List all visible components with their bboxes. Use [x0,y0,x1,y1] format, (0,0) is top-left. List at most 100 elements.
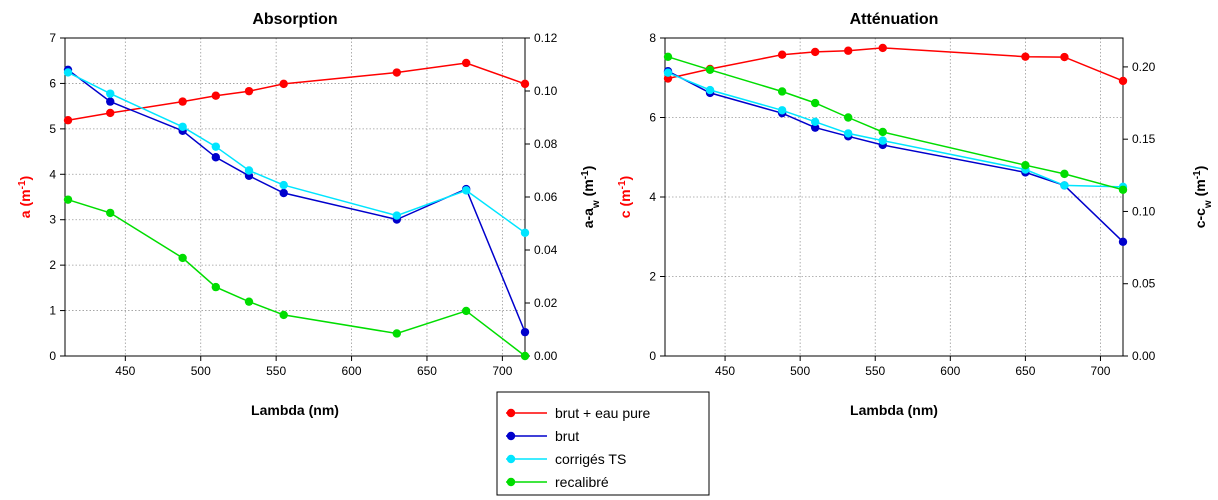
series-recalibre [663,52,1128,194]
absorption-chart: 450 500 550 600 650 700 0 1 2 3 4 5 6 7 0.00 0.02 0.04 0.… [17,11,602,418]
data-point [244,166,254,175]
y-axis-label: c (m-1) [617,176,634,218]
legend-label: corrigés TS [555,451,626,467]
data-point [520,228,530,237]
data-point [279,310,288,320]
x-tick-label: 500 [790,364,810,378]
data-point [461,58,471,68]
data-point [1060,52,1069,62]
plot-area [65,38,525,356]
x-tick-label: 650 [1015,364,1035,378]
data-point [520,327,530,337]
y-tick-label: 1 [49,304,56,318]
data-point [63,68,73,77]
data-point [461,186,471,195]
data-point [279,180,288,190]
data-point [106,108,115,118]
data-point [244,86,254,96]
legend-entry: corrigés TS [506,451,626,467]
y2-tick-label: 0.10 [1132,204,1156,218]
legend-marker [506,454,516,464]
x-tick-label: 550 [266,364,286,378]
data-point [663,74,673,83]
data-point [705,85,715,95]
legend-entry: recalibré [506,474,609,490]
data-point [1118,185,1128,194]
legend-entry: brut + eau pure [506,405,651,421]
y-tick-label: 2 [49,258,56,272]
data-point [1021,52,1030,61]
data-point [63,116,73,125]
data-point [1118,76,1128,86]
data-point [211,153,221,162]
data-point [810,47,820,57]
y-axis-label: a (m-1) [17,176,34,218]
legend-label: brut [555,428,579,444]
x-tick-label: 700 [1090,364,1110,378]
y-tick-label: 7 [49,31,56,45]
data-point [211,91,221,100]
data-point [279,188,288,198]
data-point [663,52,673,61]
data-point [777,106,787,115]
legend-box [496,391,710,496]
y2-tick-label: 0.06 [534,190,558,204]
data-point [106,208,115,218]
legend-marker [506,431,516,441]
y2-tick-label: 0.00 [534,349,558,363]
data-point [520,79,530,89]
y2-tick-label: 0.20 [1132,60,1156,74]
chart-title: Atténuation [850,11,939,28]
x-tick-label: 600 [342,364,362,378]
y-tick-label: 2 [649,270,656,284]
y2-axis-label: a-aw (m-1) [580,166,602,229]
data-point [777,87,787,96]
data-point [178,253,187,263]
series-corriges-ts [63,68,530,237]
series-recalibre [63,195,530,361]
legend: brut + eau pure brut corrigés TS recalibré [496,391,710,496]
y2-tick-label: 0.08 [534,137,558,151]
data-point [106,89,115,98]
x-tick-label: 450 [115,364,135,378]
y2-tick-label: 0.00 [1132,349,1156,363]
data-point [844,129,853,138]
data-point [520,351,530,361]
x-tick-label: 550 [865,364,885,378]
y-tick-label: 6 [649,111,656,125]
y-tick-label: 3 [49,213,56,227]
data-point [810,98,820,108]
data-point [810,117,820,127]
data-point [844,113,853,122]
attenuation-chart: 450 500 550 600 650 700 0 2 4 6 8 0.00 0.05 0.10 0.15 0… [617,11,1214,418]
data-point [106,97,115,106]
legend-label: brut + eau pure [555,405,651,421]
data-point [63,195,73,204]
y2-axis-label: c-cw (m-1) [1192,166,1214,229]
x-axis-label: Lambda (nm) [251,402,339,418]
data-point [279,79,288,89]
series-brut-eau-pure [663,43,1128,86]
x-tick-label: 450 [715,364,735,378]
data-point [878,127,887,137]
data-point [211,142,221,151]
data-point [878,43,887,53]
data-point [663,68,673,77]
data-point [705,65,715,75]
data-point [844,46,853,55]
y2-tick-label: 0.12 [534,31,558,45]
data-point [211,282,221,292]
data-point [1118,237,1128,247]
x-tick-label: 500 [191,364,211,378]
x-axis-label: Lambda (nm) [850,402,938,418]
data-point [392,329,402,338]
y-tick-label: 5 [49,122,56,136]
data-point [810,123,820,132]
y-tick-label: 8 [649,31,656,45]
data-point [178,122,187,131]
data-point [392,68,402,77]
legend-marker [506,408,516,418]
y-tick-label: 6 [49,76,56,90]
chart-title: Absorption [252,11,337,28]
